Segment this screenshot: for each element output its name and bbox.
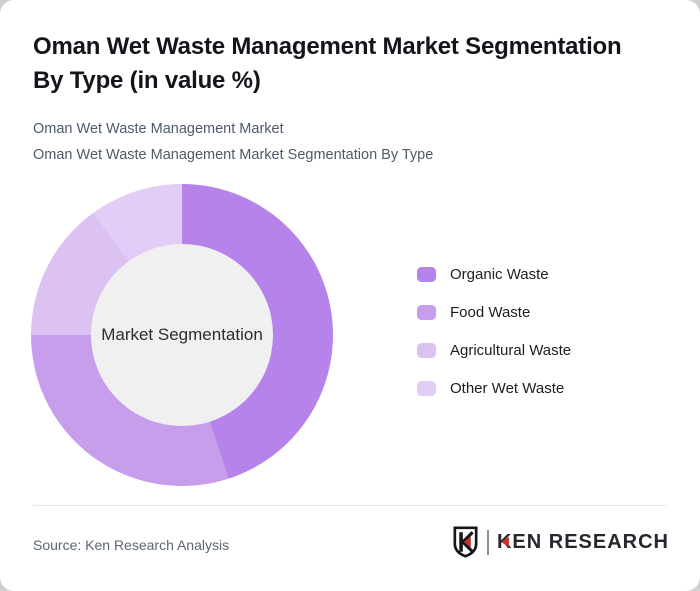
chart-header: Oman Wet Waste Management Market Segment… xyxy=(33,30,667,168)
legend-swatch xyxy=(417,267,436,282)
legend-swatch xyxy=(417,343,436,358)
wordmark-rest: EN RESEARCH xyxy=(512,530,669,553)
legend-item[interactable]: Organic Waste xyxy=(417,266,571,283)
legend-label: Food Waste xyxy=(450,304,531,321)
page-title-line-1: Oman Wet Waste Management Market Segment… xyxy=(33,33,622,60)
donut-center-label: Market Segmentation xyxy=(101,325,263,344)
legend-item[interactable]: Other Wet Waste xyxy=(417,380,571,397)
donut-chart[interactable]: Market Segmentation xyxy=(31,184,333,486)
legend-swatch xyxy=(417,381,436,396)
red-triangle-icon xyxy=(500,537,509,547)
ken-research-shield-icon xyxy=(453,526,478,558)
legend-item[interactable]: Agricultural Waste xyxy=(417,342,571,359)
footer-divider xyxy=(33,505,667,506)
subtitle-block: Oman Wet Waste Management Market Oman We… xyxy=(33,116,667,168)
source-text: Source: Ken Research Analysis xyxy=(33,537,230,553)
donut-hole: Market Segmentation xyxy=(91,244,273,426)
subtitle-line-2: Oman Wet Waste Management Market Segment… xyxy=(33,147,434,163)
logo-divider xyxy=(486,529,489,555)
legend-label: Organic Waste xyxy=(450,266,549,283)
legend-label: Agricultural Waste xyxy=(450,342,572,359)
legend-item[interactable]: Food Waste xyxy=(417,304,571,321)
legend-swatch xyxy=(417,305,436,320)
wordmark-k: K xyxy=(496,530,513,553)
legend-label: Other Wet Waste xyxy=(450,380,565,397)
page-title-line-2: By Type (in value %) xyxy=(33,67,261,94)
ken-research-wordmark: K EN RESEARCH xyxy=(497,531,669,554)
subtitle-line-1: Oman Wet Waste Management Market xyxy=(33,121,284,137)
legend: Organic Waste Food Waste Agricultural Wast… xyxy=(417,266,571,418)
ken-research-logo: K EN RESEARCH xyxy=(452,524,669,560)
